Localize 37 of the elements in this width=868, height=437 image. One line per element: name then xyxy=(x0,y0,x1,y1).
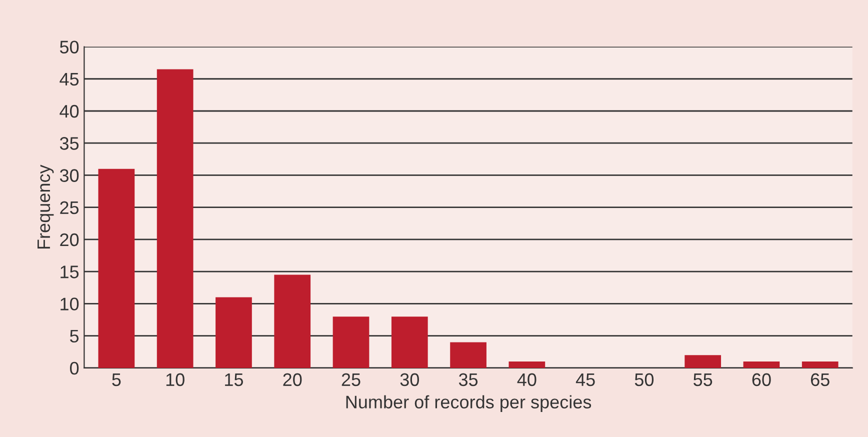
bar xyxy=(391,316,428,368)
bar xyxy=(684,355,722,368)
x-tick-label: 10 xyxy=(166,373,184,386)
y-tick-label: 40 xyxy=(60,104,79,118)
x-tick-label: 60 xyxy=(752,373,771,386)
y-tick-label: 30 xyxy=(60,169,79,182)
bar xyxy=(332,316,370,368)
x-axis-title: Number of records per species xyxy=(346,395,592,412)
y-tick-label: 50 xyxy=(60,40,79,54)
x-tick-label: 25 xyxy=(342,373,360,386)
x-tick-label: 30 xyxy=(400,373,419,386)
x-tick-label: 15 xyxy=(225,373,244,386)
x-tick-label: 20 xyxy=(283,373,302,386)
bar xyxy=(450,342,486,368)
x-tick-label: 65 xyxy=(811,373,830,386)
y-tick-label: 10 xyxy=(60,298,79,310)
y-axis-title: Frequency xyxy=(38,164,54,249)
x-tick-label: 45 xyxy=(576,373,595,386)
y-tick-label: 20 xyxy=(60,233,79,246)
x-tick-label: 35 xyxy=(458,373,478,386)
x-tick-label: 50 xyxy=(634,373,654,386)
y-tick-label: 45 xyxy=(60,73,79,86)
y-tick-label: 5 xyxy=(70,330,79,343)
bar xyxy=(743,362,780,368)
y-tick-label: 0 xyxy=(70,362,79,375)
bar xyxy=(98,168,135,368)
bar xyxy=(508,362,546,368)
y-tick-label: 15 xyxy=(60,266,79,278)
y-tick-label: 25 xyxy=(60,201,79,214)
bar xyxy=(156,69,194,368)
y-tick-label: 35 xyxy=(60,137,79,150)
x-tick-label: 5 xyxy=(112,373,121,386)
bar xyxy=(216,297,252,368)
x-tick-label: 55 xyxy=(694,373,712,386)
x-tick-label: 40 xyxy=(517,373,536,386)
bar xyxy=(802,362,838,368)
bar xyxy=(274,274,311,368)
